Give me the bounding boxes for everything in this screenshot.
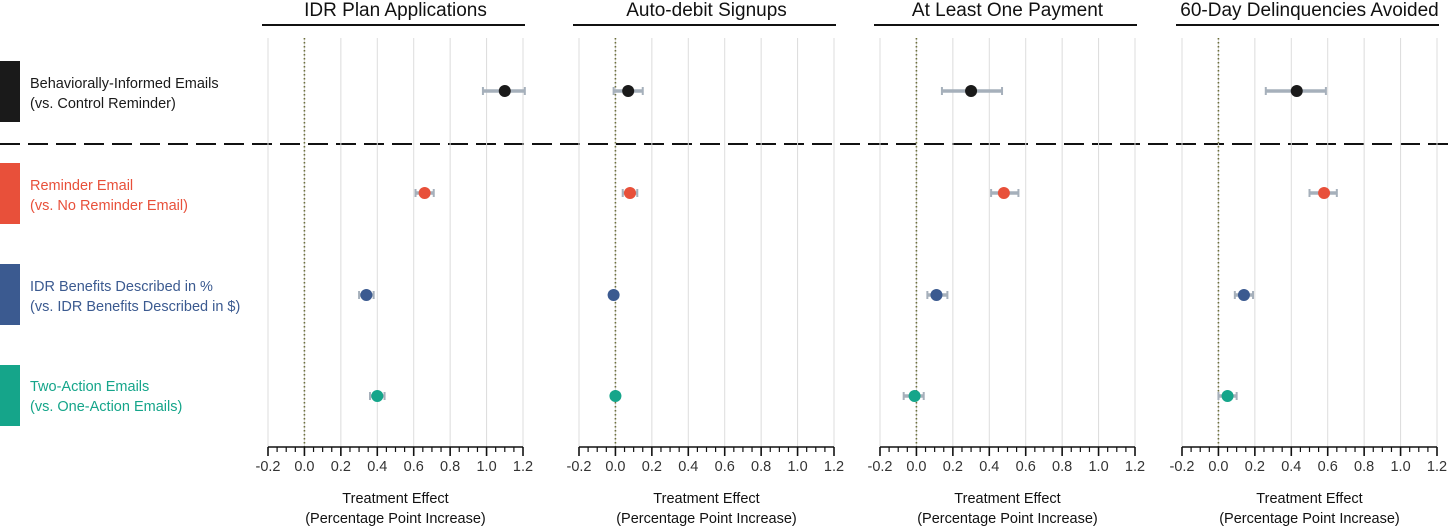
row-label-reminder: Reminder Email (vs. No Reminder Email) xyxy=(30,176,188,216)
x-tick-label: 1.0 xyxy=(1390,459,1410,475)
x-tick-label: 1.2 xyxy=(824,459,844,475)
panel-title: IDR Plan Applications xyxy=(304,0,487,21)
row-label-line2: (vs. No Reminder Email) xyxy=(30,198,188,214)
panel-2: At Least One Payment -0.2 0.0 0.2 0.4 0.6 0.8 1… xyxy=(868,0,1146,527)
row-label-line2: (vs. Control Reminder) xyxy=(30,96,176,112)
x-tick-label: 0.2 xyxy=(943,459,963,475)
x-tick-label: 0.6 xyxy=(1016,459,1036,475)
x-tick-label: 0.4 xyxy=(678,459,698,475)
panel-3: 60-Day Delinquencies Avoided -0.2 0.0 0.2 0.… xyxy=(1170,0,1448,527)
x-axis-label: Treatment Effect xyxy=(342,491,448,507)
x-tick-label: 0.6 xyxy=(1318,459,1338,475)
x-axis-label: Treatment Effect xyxy=(653,491,759,507)
x-tick-label: 1.2 xyxy=(513,459,533,475)
x-tick-label: -0.2 xyxy=(567,459,592,475)
x-tick-label: 1.2 xyxy=(1125,459,1145,475)
x-tick-label: -0.2 xyxy=(1170,459,1195,475)
x-tick-label: 0.8 xyxy=(1354,459,1374,475)
point-estimate xyxy=(609,390,622,402)
panel-1: Auto-debit Signups -0.2 0.0 0.2 0.4 0.6 0.8 1.0… xyxy=(567,0,845,527)
x-tick-label: 1.0 xyxy=(1088,459,1108,475)
x-tick-label: 0.2 xyxy=(1245,459,1265,475)
panel-0: IDR Plan Applications -0.2 0.0 0.2 0.4 0.6 0.8… xyxy=(256,0,534,527)
point-estimate xyxy=(1237,289,1250,301)
row-label-line1: Reminder Email xyxy=(30,178,134,194)
row-label-line2: (vs. One-Action Emails) xyxy=(30,399,183,415)
x-tick-label: 0.8 xyxy=(751,459,771,475)
x-tick-label: 1.0 xyxy=(476,459,496,475)
panel-title: At Least One Payment xyxy=(912,0,1104,21)
row-swatch-two-action xyxy=(0,365,20,426)
x-tick-label: 0.4 xyxy=(979,459,999,475)
x-tick-label: 0.6 xyxy=(715,459,735,475)
row-label-line2: (vs. IDR Benefits Described in $) xyxy=(30,299,241,315)
x-axis-label: Treatment Effect xyxy=(1256,491,1362,507)
row-label-idr-benefits: IDR Benefits Described in % (vs. IDR Ben… xyxy=(30,277,240,317)
row-label-line1: Behaviorally-Informed Emails xyxy=(30,76,219,92)
point-estimate xyxy=(1290,85,1303,97)
x-tick-label: 0.2 xyxy=(642,459,662,475)
x-axis-label: (Percentage Point Increase) xyxy=(616,511,797,527)
x-tick-label: -0.2 xyxy=(868,459,893,475)
point-estimate xyxy=(607,289,620,301)
x-tick-label: 0.8 xyxy=(1052,459,1072,475)
x-axis-label: (Percentage Point Increase) xyxy=(1219,511,1400,527)
point-estimate xyxy=(360,289,373,301)
x-tick-label: 1.0 xyxy=(787,459,807,475)
row-label-behavioral: Behaviorally-Informed Emails (vs. Contro… xyxy=(30,74,219,114)
point-estimate xyxy=(498,85,511,97)
x-tick-label: 0.2 xyxy=(331,459,351,475)
x-axis-label: Treatment Effect xyxy=(954,491,1060,507)
x-tick-label: 1.2 xyxy=(1427,459,1447,475)
point-estimate xyxy=(1221,390,1234,402)
x-tick-label: 0.0 xyxy=(294,459,314,475)
point-estimate xyxy=(371,390,384,402)
x-tick-label: 0.6 xyxy=(404,459,424,475)
point-estimate xyxy=(418,187,431,199)
panel-title: 60-Day Delinquencies Avoided xyxy=(1180,0,1438,21)
point-estimate xyxy=(997,187,1010,199)
x-axis-label: (Percentage Point Increase) xyxy=(305,511,486,527)
x-tick-label: -0.2 xyxy=(256,459,281,475)
row-label-line1: IDR Benefits Described in % xyxy=(30,279,213,295)
x-tick-label: 0.4 xyxy=(1281,459,1301,475)
point-estimate xyxy=(930,289,943,301)
row-swatch-reminder xyxy=(0,163,20,224)
x-tick-label: 0.0 xyxy=(906,459,926,475)
row-label-two-action: Two-Action Emails (vs. One-Action Emails… xyxy=(30,377,182,417)
panel-title: Auto-debit Signups xyxy=(626,0,787,21)
x-axis-label: (Percentage Point Increase) xyxy=(917,511,1098,527)
row-swatch-idr-benefits xyxy=(0,264,20,325)
x-tick-label: 0.8 xyxy=(440,459,460,475)
point-estimate xyxy=(624,187,636,199)
point-estimate xyxy=(1318,187,1331,199)
x-tick-label: 0.0 xyxy=(1208,459,1228,475)
x-tick-label: 0.4 xyxy=(367,459,387,475)
row-swatch-behavioral xyxy=(0,61,20,122)
row-label-line1: Two-Action Emails xyxy=(30,379,150,395)
point-estimate xyxy=(622,85,635,97)
point-estimate xyxy=(965,85,978,97)
x-tick-label: 0.0 xyxy=(605,459,625,475)
point-estimate xyxy=(908,390,921,402)
